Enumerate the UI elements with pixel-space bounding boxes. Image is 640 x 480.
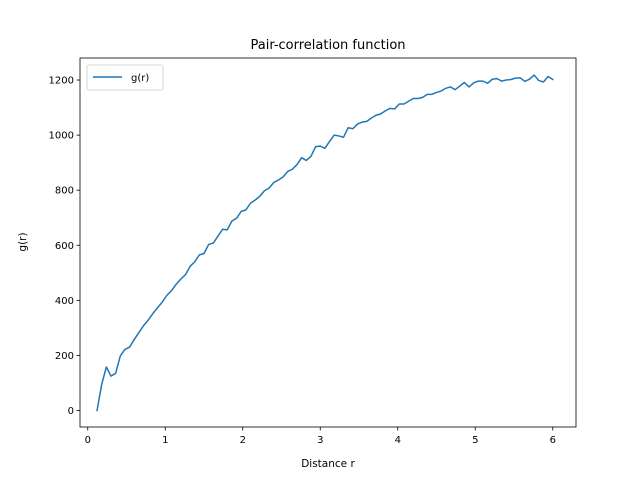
x-tick-label: 1 [162,435,168,446]
y-tick-label: 1200 [49,76,74,87]
legend-label: g(r) [131,73,149,84]
y-axis-label: g(r) [17,232,29,251]
x-tick-label: 6 [550,435,556,446]
plot-area [96,74,554,412]
x-tick-label: 3 [317,435,323,446]
x-tick-label: 2 [240,435,246,446]
y-tick-label: 600 [55,241,74,252]
chart-title: Pair-correlation function [250,38,405,53]
series-line [96,74,554,412]
y-axis: 0 200 400 600 800 1000 1200 [49,76,80,417]
plot-frame [79,57,577,428]
y-tick-label: 800 [55,186,74,197]
y-tick-label: 400 [55,296,74,307]
x-tick-label: 5 [472,435,478,446]
x-tick-label: 4 [395,435,401,446]
x-axis-label: Distance r [301,458,355,470]
x-tick-label: 0 [85,435,91,446]
legend: g(r) [86,64,164,91]
y-tick-label: 1000 [49,131,74,142]
x-axis: 0 1 2 3 4 5 6 [85,427,556,446]
y-tick-label: 200 [55,351,74,362]
y-tick-label: 0 [68,406,74,417]
legend-box [86,64,164,91]
